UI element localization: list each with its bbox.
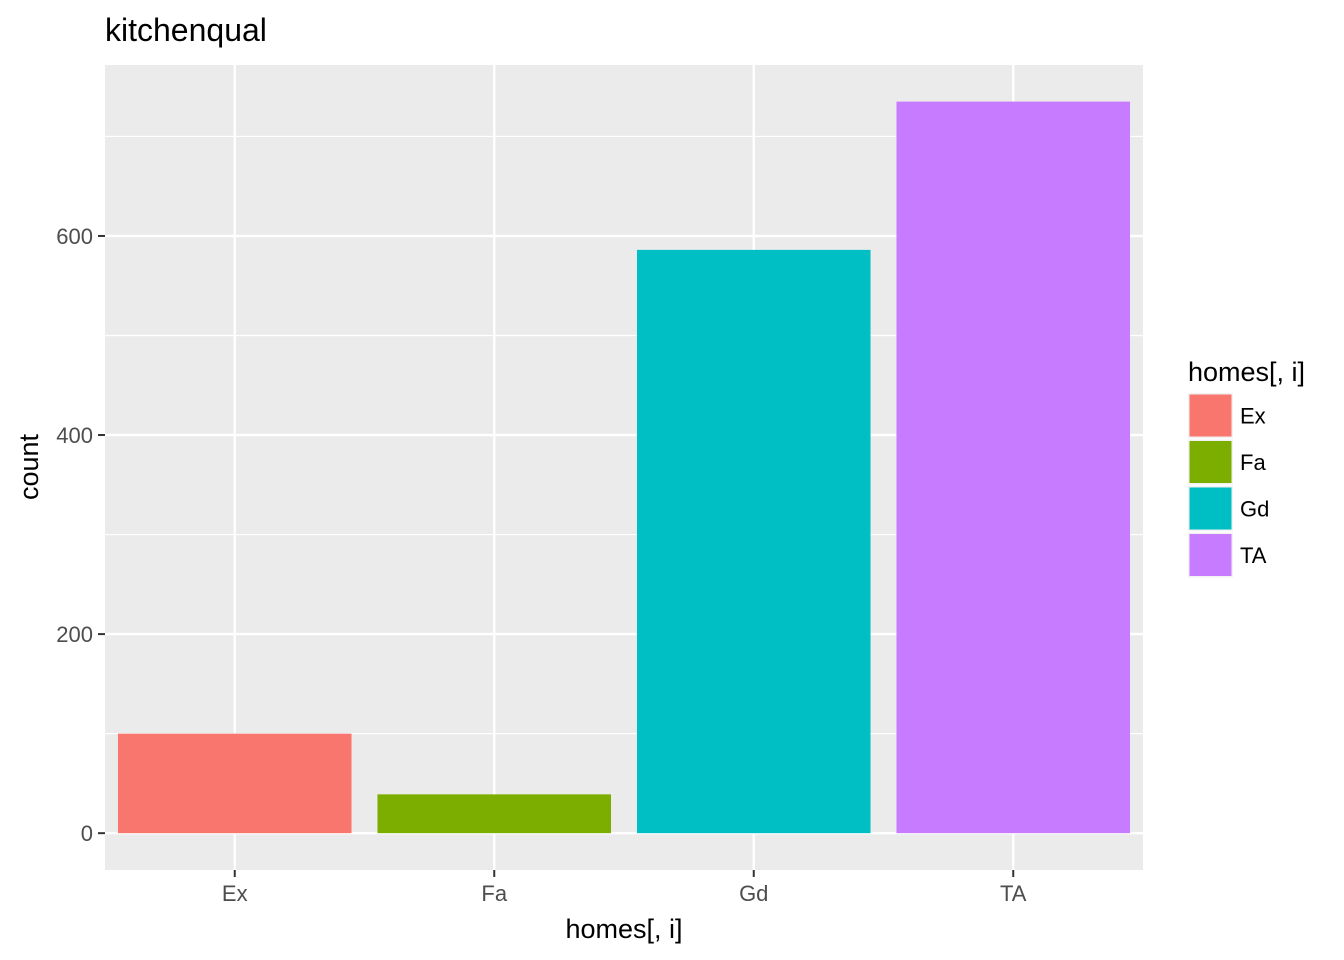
x-tick-label: Fa <box>481 881 507 906</box>
legend-label: Fa <box>1240 450 1266 475</box>
x-tick-label: Ex <box>222 881 248 906</box>
legend-swatch-ex <box>1189 394 1232 437</box>
legend-swatch-fa <box>1189 441 1232 483</box>
bar-fa <box>377 794 612 834</box>
axes: 0 200 400 600 Ex Fa Gd TA <box>56 224 1027 906</box>
bar-gd <box>636 249 871 834</box>
y-tick-label: 200 <box>56 622 93 647</box>
y-axis-title: count <box>14 433 44 500</box>
y-tick-label: 400 <box>56 423 93 448</box>
legend-label: Ex <box>1240 404 1266 429</box>
legend-label: TA <box>1240 543 1267 568</box>
legend-swatch-ta <box>1189 534 1232 576</box>
legend-title: homes[, i] <box>1188 357 1305 387</box>
bar-ex <box>117 733 352 834</box>
legend-swatch-gd <box>1189 487 1232 530</box>
y-tick-label: 0 <box>81 821 93 846</box>
y-tick-label: 600 <box>56 224 93 249</box>
chart-title: kitchenqual <box>105 12 267 48</box>
x-tick-label: TA <box>1000 881 1027 906</box>
bars <box>117 101 1131 834</box>
x-axis-title: homes[, i] <box>565 914 682 944</box>
legend-label: Gd <box>1240 497 1269 522</box>
legend: homes[, i] Ex Fa Gd TA <box>1188 357 1305 578</box>
x-tick-label: Gd <box>739 881 768 906</box>
bar-ta <box>896 101 1131 834</box>
legend-items: Ex Fa Gd TA <box>1188 393 1269 578</box>
